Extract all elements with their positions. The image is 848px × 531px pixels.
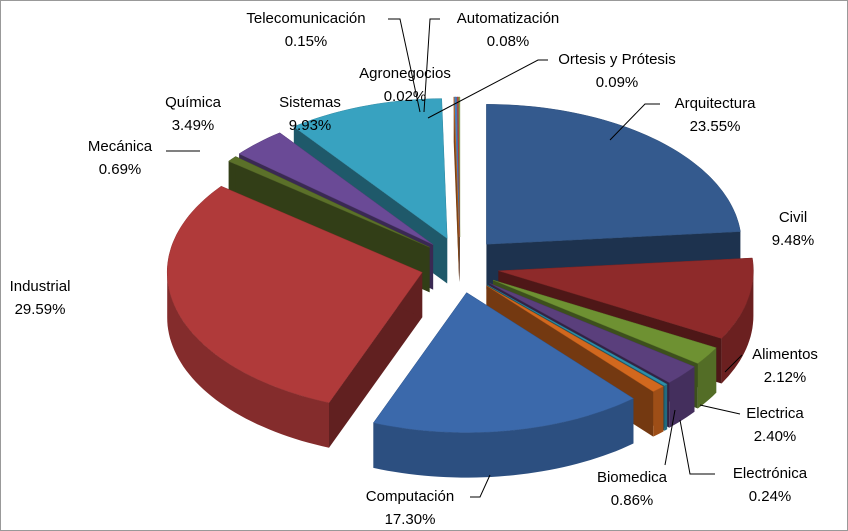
pie bbox=[166, 96, 754, 478]
leader-line bbox=[664, 409, 676, 466]
slice-label: Arquitectura bbox=[675, 95, 757, 112]
value-label: 9.93% bbox=[289, 117, 332, 134]
value-label: 29.59% bbox=[15, 301, 66, 318]
slice-wall bbox=[653, 386, 664, 437]
value-label: 2.12% bbox=[764, 369, 807, 386]
value-label: 17.30% bbox=[385, 511, 436, 528]
slice bbox=[492, 279, 717, 364]
value-label: 0.86% bbox=[611, 492, 654, 509]
slice-wall bbox=[697, 347, 717, 409]
slice bbox=[238, 132, 434, 245]
slice bbox=[489, 283, 696, 383]
slice bbox=[166, 185, 423, 403]
slice-wall bbox=[664, 384, 668, 431]
value-label: 23.55% bbox=[690, 118, 741, 135]
leader-lines bbox=[166, 18, 743, 498]
leader-line bbox=[427, 59, 548, 119]
leader-line bbox=[724, 354, 743, 373]
slice-label: Telecomunicación bbox=[246, 10, 365, 27]
slice-wall bbox=[721, 270, 754, 384]
slice bbox=[456, 96, 460, 238]
slice-wall bbox=[669, 366, 695, 428]
leader-line bbox=[470, 474, 491, 498]
slice-label: Biomedica bbox=[597, 469, 668, 486]
slice bbox=[486, 104, 741, 245]
value-label: 2.40% bbox=[754, 428, 797, 445]
slice-wall bbox=[373, 398, 634, 478]
slice bbox=[293, 98, 448, 240]
slice bbox=[228, 156, 430, 248]
slice-side bbox=[329, 272, 423, 448]
value-label: 0.09% bbox=[596, 74, 639, 91]
slice bbox=[487, 284, 668, 387]
value-label: 0.02% bbox=[384, 88, 427, 105]
leader-line bbox=[679, 419, 715, 475]
slice-label: Electrica bbox=[746, 405, 804, 422]
value-label: 0.69% bbox=[99, 161, 142, 178]
leader-line bbox=[699, 404, 741, 415]
slice bbox=[453, 96, 460, 238]
slice-label: Automatización bbox=[457, 10, 560, 27]
slice-label: Alimentos bbox=[752, 346, 818, 363]
slice-label: Mecánica bbox=[88, 138, 153, 155]
slice-label: Química bbox=[165, 94, 222, 111]
value-label: 0.08% bbox=[487, 33, 530, 50]
value-label: 9.48% bbox=[772, 232, 815, 249]
value-label: 0.24% bbox=[749, 488, 792, 505]
slice-label: Agronegocios bbox=[359, 65, 451, 82]
leader-line bbox=[388, 18, 421, 113]
slice-label: Electrónica bbox=[733, 465, 808, 482]
slice bbox=[372, 292, 634, 433]
value-label: 3.49% bbox=[172, 117, 215, 134]
slice-label: Civil bbox=[779, 209, 807, 226]
leader-line bbox=[609, 103, 660, 141]
slice-label: Sistemas bbox=[279, 94, 341, 111]
leader-line bbox=[423, 18, 440, 113]
slice-wall bbox=[167, 272, 329, 448]
slice-label: Ortesis y Prótesis bbox=[558, 51, 676, 68]
slice bbox=[498, 257, 754, 339]
value-label: 0.15% bbox=[285, 33, 328, 50]
slice-label: Industrial bbox=[10, 278, 71, 295]
slice bbox=[486, 285, 664, 392]
slice-label: Computación bbox=[366, 488, 454, 505]
